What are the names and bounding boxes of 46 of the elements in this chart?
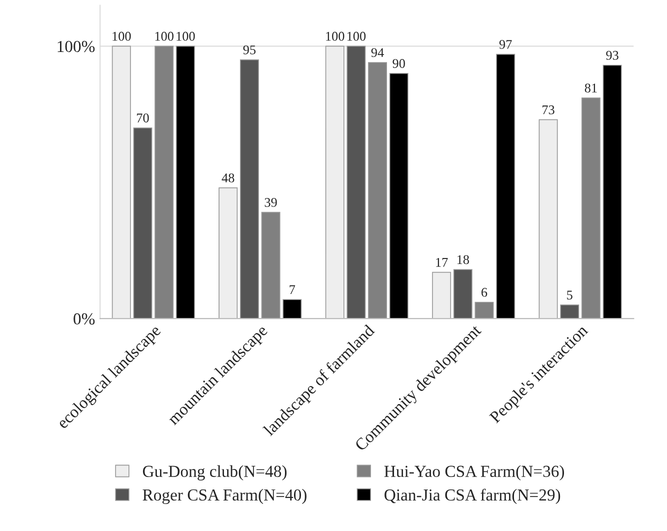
data-label: 5 [567, 290, 572, 300]
data-label: 48 [222, 173, 234, 182]
data-label: 73 [542, 105, 554, 114]
bar [176, 46, 195, 319]
bar [602, 64, 622, 319]
bar [453, 269, 472, 319]
bar [240, 59, 259, 319]
bar [474, 302, 494, 319]
bar [154, 46, 174, 319]
bar [560, 304, 580, 319]
legend-label: Qian-Jia CSA farm(N=29) [384, 488, 560, 504]
bar [538, 119, 558, 319]
bar [218, 187, 238, 319]
data-label: 18 [457, 255, 469, 264]
data-label: 6 [482, 288, 488, 297]
bar [346, 46, 366, 319]
data-label: 97 [499, 40, 512, 49]
data-label: 95 [243, 45, 256, 54]
data-label: 81 [584, 84, 597, 92]
legend-label: Roger CSA Farm(N=40) [142, 488, 306, 504]
bar [133, 127, 152, 319]
data-label: 100 [326, 32, 344, 41]
bar [112, 46, 131, 319]
data-label: 39 [264, 198, 277, 207]
bar [368, 62, 388, 319]
data-label: 100 [155, 32, 174, 41]
legend-label: Hui-Yao CSA Farm(N=36) [384, 465, 564, 480]
data-label: 70 [137, 114, 149, 122]
bar [325, 46, 344, 319]
data-label: 93 [606, 50, 618, 60]
data-label: 17 [436, 258, 448, 267]
data-label: 94 [371, 48, 384, 58]
data-label: 100 [112, 32, 131, 41]
y-tick-label: 100% [58, 40, 95, 52]
legend-label: Gu-Dong club(N=48) [142, 465, 287, 480]
bar [581, 98, 600, 319]
y-tick-label: 0% [74, 313, 95, 325]
bar [496, 54, 516, 319]
bar [389, 72, 408, 319]
data-label: 100 [176, 32, 195, 41]
bar [282, 299, 302, 319]
data-label: 90 [392, 59, 405, 68]
data-label: 7 [290, 285, 296, 294]
data-label: 100 [347, 32, 366, 41]
bar [261, 212, 280, 319]
bar [432, 272, 452, 319]
